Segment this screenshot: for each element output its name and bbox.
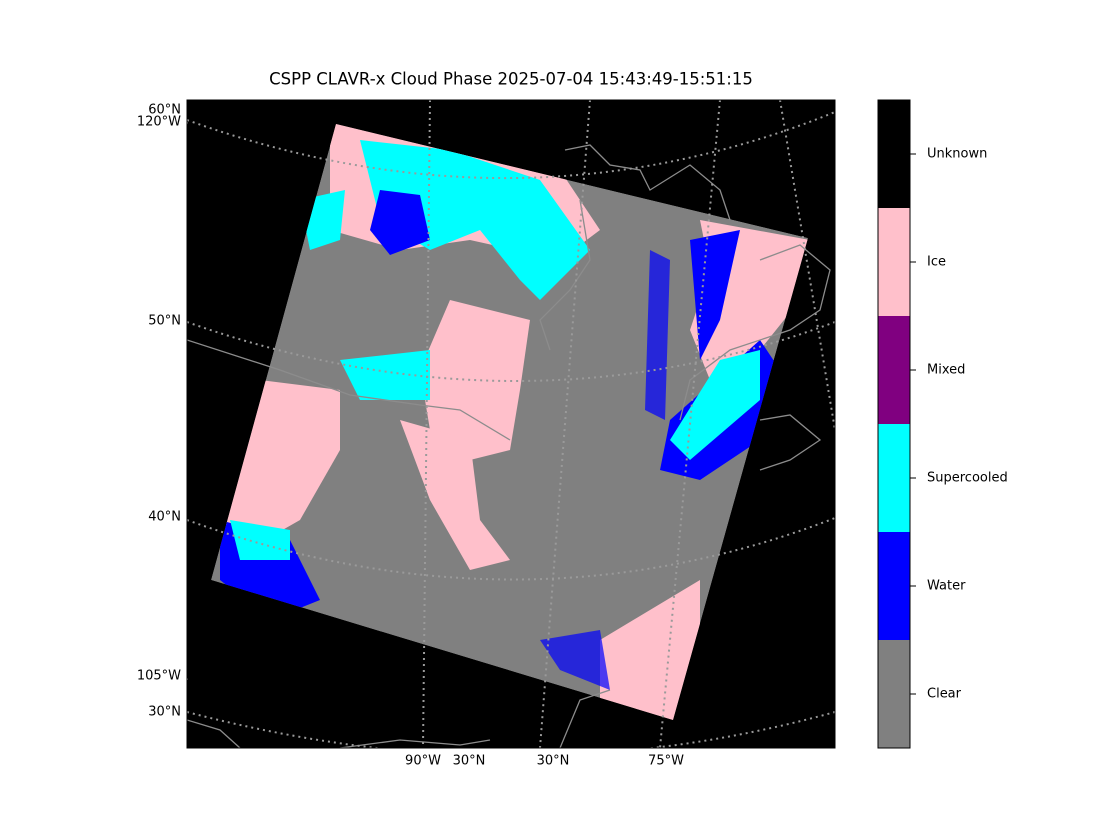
colorbar: Clear Water Supercooled Mixed Ice Unknown <box>878 100 1008 748</box>
title: CSPP CLAVR-x Cloud Phase 2025-07-04 15:4… <box>269 70 753 89</box>
map-labels: 60°N 120°W 50°N 40°N 105°W 30°N 90°W 30°… <box>137 103 684 769</box>
colorbar-frame <box>877 99 911 749</box>
coastlines <box>187 144 831 748</box>
colorbar-label: Water <box>927 579 966 594</box>
colorbar-segment <box>878 208 910 316</box>
graticule <box>187 100 835 748</box>
colorbar-label: Ice <box>927 255 946 270</box>
colorbar-label: Clear <box>927 687 962 702</box>
lon-label: 105°W <box>137 669 181 684</box>
swath <box>211 124 808 720</box>
colorbar-label: Mixed <box>927 363 965 378</box>
colorbar-segment <box>878 316 910 424</box>
lon-label: 90°W <box>405 754 441 769</box>
colorbar-label: Supercooled <box>927 471 1008 486</box>
colorbar-segment <box>878 424 910 532</box>
lon-label: 120°W <box>137 115 181 130</box>
lat-label: 60°N <box>148 103 181 118</box>
map-frame <box>186 99 836 749</box>
lat-label: 30°N <box>537 754 570 769</box>
lat-label: 30°N <box>453 754 486 769</box>
lon-label: 75°W <box>648 754 684 769</box>
colorbar-label: Unknown <box>927 147 987 162</box>
lat-label: 50°N <box>148 314 181 329</box>
map <box>187 100 835 748</box>
colorbar-segment <box>878 532 910 640</box>
colorbar-segment <box>878 640 910 748</box>
colorbar-segment <box>878 100 910 208</box>
lat-label: 30°N <box>148 705 181 720</box>
lat-label: 40°N <box>148 510 181 525</box>
